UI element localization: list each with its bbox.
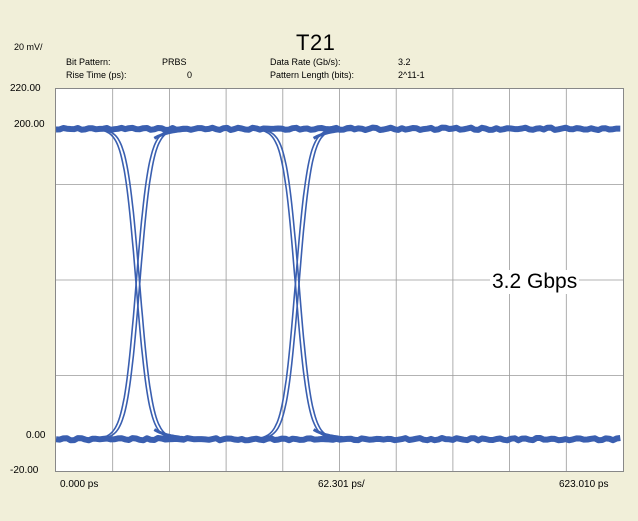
pattern-length-value: 2^11-1 [398, 70, 425, 80]
eye-low-settling [153, 428, 202, 441]
eye-falling-edge [83, 127, 193, 440]
eye-high-settling [312, 127, 361, 140]
pattern-length-label: Pattern Length (bits): [270, 70, 355, 80]
bit-pattern-label: Bit Pattern: [66, 57, 111, 67]
chart-title: T21 [296, 30, 336, 55]
data-rate-annotation: 3.2 Gbps [490, 270, 580, 294]
eye-falling-edge [83, 128, 193, 440]
eye-diagram-svg [56, 89, 623, 471]
data-rate-label: Data Rate (Gb/s): [270, 57, 341, 67]
eye-falling-edge [242, 128, 352, 440]
y-tick-label: 0.00 [26, 430, 46, 441]
x-tick-label: 0.000 ps [60, 479, 99, 490]
eye-rising-edge [83, 128, 193, 440]
rise-time-label: Rise Time (ps): [66, 70, 127, 80]
rise-time-value: 0 [187, 70, 193, 80]
eye-high-settling [153, 127, 202, 140]
y-tick-label: -20.00 [10, 465, 39, 476]
eye-rising-edge [242, 128, 352, 440]
y-tick-label: 200.00 [14, 119, 45, 130]
scale-label: 20 mV/ [14, 42, 43, 52]
eye-falling-edge [242, 127, 352, 440]
bit-pattern-value: PRBS [162, 57, 187, 67]
eye-rising-edge [242, 127, 352, 440]
eye-low-settling [312, 428, 361, 441]
y-tick-label: 220.00 [10, 83, 41, 94]
x-tick-label: 62.301 ps/ [318, 479, 365, 490]
eye-rising-edge [83, 127, 193, 440]
x-tick-label: 623.010 ps [559, 479, 609, 490]
data-rate-value: 3.2 [398, 57, 411, 67]
